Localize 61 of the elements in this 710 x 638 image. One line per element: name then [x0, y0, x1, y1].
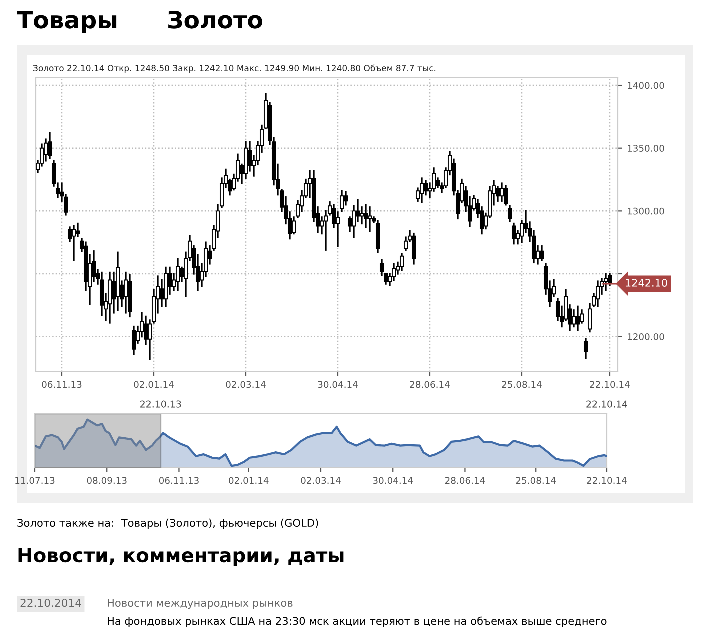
text: Золото также на: Товары (Золото), фьючерсы (GOLD) [18, 518, 318, 530]
candlestick [412, 232, 416, 265]
candlestick [572, 310, 576, 328]
y-tick-label: 1400.00 [628, 82, 664, 90]
text: На фондовых рынках США на 23:30 мск акции теряют в цене на объемах выше среднего [108, 616, 607, 628]
text: Новости, комментарии, даты [18, 548, 344, 566]
y-tick-label: 1350.00 [628, 145, 664, 152]
candlestick [76, 222, 80, 238]
x-tick-label: 30.04.14 [373, 477, 414, 484]
text: 22.10.14 [586, 400, 628, 408]
x-tick-label: 02.03.14 [301, 477, 341, 484]
candlestick [108, 272, 112, 324]
candlestick [420, 178, 424, 204]
band-label: 22.10.13 [140, 400, 182, 408]
x-tick-label: 02.03.14 [226, 381, 266, 388]
x-tick-label: 28.06.14 [445, 477, 486, 484]
candlestick [292, 216, 296, 235]
candlestick [132, 326, 136, 356]
ref-line-label: 1242.10 [626, 279, 668, 287]
text: Новости международных рынков [108, 599, 293, 610]
candlestick [360, 206, 364, 225]
x-tick-label: 25.08.14 [516, 477, 556, 484]
text: 22.10.2014 [20, 598, 82, 608]
x-tick-label: 08.09.13 [87, 477, 127, 484]
y-tick-label: 1200.00 [628, 334, 664, 340]
candlestick [344, 192, 348, 206]
candlestick [336, 212, 340, 248]
candlestick [500, 182, 504, 202]
candlestick [604, 273, 608, 292]
candlestick [504, 185, 508, 206]
candlestick [176, 258, 180, 292]
candlestick [124, 272, 128, 314]
candlestick [72, 225, 76, 262]
x-tick-label: 22.10.14 [590, 381, 630, 388]
candlestick [368, 206, 372, 232]
candlestick [596, 280, 600, 308]
candlestick [144, 316, 148, 346]
x-tick-label: 28.06.14 [410, 381, 450, 388]
x-tick-label: 25.08.14 [502, 381, 542, 388]
candlestick [576, 306, 580, 332]
candlestick [356, 199, 360, 222]
x-tick-label: 11.07.13 [16, 477, 55, 484]
candlestick [48, 132, 52, 160]
candlestick [364, 204, 368, 228]
candlestick [424, 180, 428, 196]
x-tick-label: 22.10.14 [587, 477, 627, 484]
candlestick [512, 222, 516, 245]
candlestick [584, 338, 588, 360]
chart-title: Золото [168, 10, 262, 29]
candlestick [540, 246, 544, 262]
x-tick-label: 06.11.13 [159, 477, 199, 484]
x-tick-label: 06.11.13 [42, 381, 82, 388]
candlestick [400, 253, 404, 272]
candlestick [340, 190, 344, 212]
chart-subtitle: Золото 22.10.14 Откр. 1248.50 Закр. 1242.10 Макс. 1249.90 Мин. 1240.80 Объем 87.7 тыс. [34, 64, 436, 74]
x-tick-label: 30.04.14 [318, 381, 358, 388]
text: Товары [17, 11, 117, 34]
x-tick-label: 02.01.14 [134, 381, 174, 388]
y-tick-label: 1300.00 [628, 208, 664, 215]
candlestick [508, 205, 512, 222]
x-tick-label: 02.01.14 [229, 477, 269, 484]
